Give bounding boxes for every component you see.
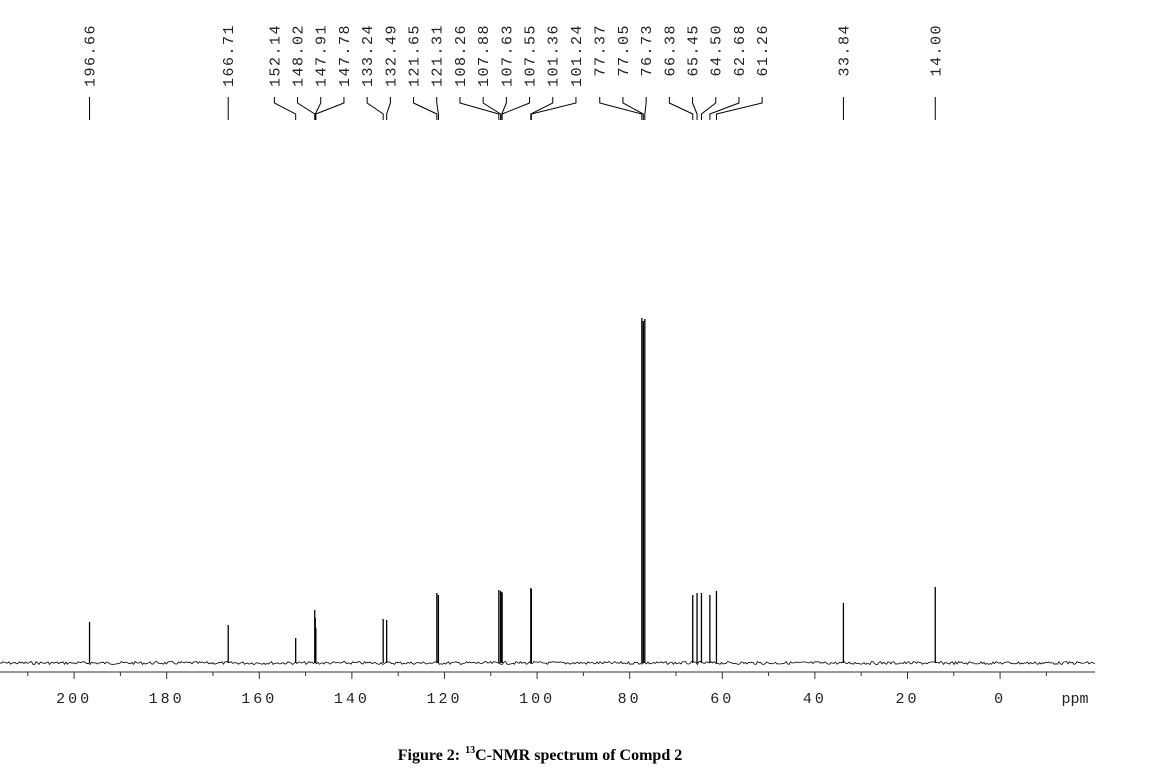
peak-label: 121.65 — [407, 24, 424, 87]
peak-connector — [709, 97, 740, 120]
x-tick-label: 140 — [334, 691, 370, 708]
peak-label: 148.02 — [291, 24, 308, 87]
peak-connector — [459, 97, 500, 120]
peak-label: 147.91 — [314, 24, 331, 87]
peak-connector — [530, 97, 554, 120]
peak-connector — [273, 97, 297, 120]
x-tick-label: 180 — [149, 691, 185, 708]
x-axis-label: ppm — [1061, 691, 1088, 708]
x-tick-label: 100 — [519, 691, 555, 708]
peak-label: 107.55 — [523, 24, 540, 87]
peak-label: 101.36 — [546, 24, 563, 87]
peak-connector — [530, 97, 577, 120]
peak-connector — [700, 97, 717, 120]
peak-connector — [436, 97, 439, 120]
x-tick-label: 120 — [426, 691, 462, 708]
peak-label: 14.00 — [928, 24, 945, 77]
peak-connector — [413, 97, 438, 120]
peak-connector — [644, 97, 647, 120]
x-tick-label: 0 — [994, 691, 1006, 708]
caption: Figure 2: 13C-NMR spectrum of Compd 2 — [398, 745, 682, 764]
peak-label: 107.63 — [499, 24, 516, 87]
x-tick-label: 40 — [803, 691, 827, 708]
caption-text: C-NMR spectrum of Compd 2 — [475, 747, 682, 764]
peak-label: 101.24 — [569, 24, 586, 87]
peak-connector — [297, 97, 316, 120]
baseline-noise — [0, 660, 1096, 666]
peak-connector — [501, 97, 531, 120]
peak-label: 33.84 — [836, 24, 853, 77]
peak-connector — [622, 97, 644, 120]
peak-label: 61.26 — [755, 24, 772, 77]
caption-label: Figure 2: — [398, 747, 460, 764]
caption-superscript: 13 — [465, 745, 475, 756]
peak-connector — [314, 97, 322, 120]
peak-label: 76.73 — [639, 24, 656, 77]
x-tick-label: 200 — [56, 691, 92, 708]
peak-label: 77.37 — [593, 24, 610, 77]
peak-connector — [315, 97, 345, 120]
peak-label: 196.66 — [83, 24, 100, 87]
peak-label: 121.31 — [430, 24, 447, 87]
peak-connector — [668, 97, 694, 120]
peak-label: 147.78 — [337, 24, 354, 87]
x-tick-label: 160 — [241, 691, 277, 708]
peak-label: 107.88 — [476, 24, 493, 87]
x-tick-label: 20 — [895, 691, 919, 708]
peak-connector — [366, 97, 384, 120]
peak-connector — [386, 97, 391, 120]
peak-connector — [692, 97, 698, 120]
peak-label: 64.50 — [709, 24, 726, 77]
peak-label: 65.45 — [686, 24, 703, 77]
peak-label: 62.68 — [732, 24, 749, 77]
x-tick-label: 80 — [618, 691, 642, 708]
peak-label: 166.71 — [221, 24, 238, 87]
x-tick-label: 60 — [710, 691, 734, 708]
peak-connector — [599, 97, 643, 120]
peak-label: 108.26 — [453, 24, 470, 87]
peak-label: 152.14 — [267, 24, 284, 87]
peak-connector — [482, 97, 502, 120]
peak-label: 77.05 — [616, 24, 633, 77]
peak-label: 66.38 — [662, 24, 679, 77]
peak-label: 133.24 — [360, 24, 377, 87]
peak-label: 132.49 — [383, 24, 400, 87]
peak-connector — [715, 97, 763, 120]
